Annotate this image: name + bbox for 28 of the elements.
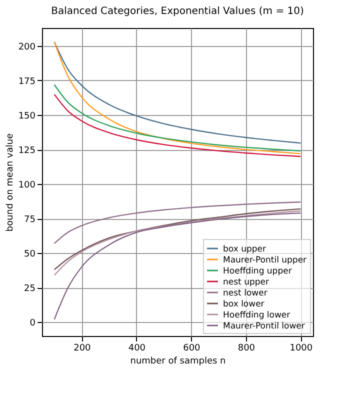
x-tick-label: 800: [238, 344, 256, 354]
line-series: [54, 201, 302, 244]
y-tick-label: 150: [18, 112, 36, 122]
x-axis-title: number of samples n: [130, 356, 226, 366]
legend-label: box lower: [223, 300, 265, 310]
line-series: [54, 94, 302, 158]
y-tick-label: 175: [18, 76, 36, 87]
legend-label: box upper: [223, 244, 266, 254]
y-tick-label: 50: [24, 250, 36, 260]
legend-label: Maurer-Pontil lower: [223, 322, 306, 332]
y-tick-label: 100: [18, 180, 36, 191]
y-axis-title: bound on mean value: [5, 132, 16, 232]
legend-label: nest upper: [223, 278, 270, 288]
x-tick-label: 400: [128, 344, 146, 354]
line-series: [54, 84, 302, 152]
x-tick-label: 1000: [290, 344, 313, 354]
y-tick-label: 25: [24, 284, 36, 294]
legend-label: Hoeffding lower: [223, 310, 291, 320]
y-tick-label: 0: [30, 318, 36, 329]
y-tick-label: 125: [18, 146, 36, 156]
y-tick-label: 200: [18, 42, 36, 52]
x-tick-label: 200: [74, 344, 92, 354]
legend-label: Maurer-Pontil upper: [223, 256, 308, 266]
legend-label: nest lower: [223, 288, 268, 298]
legend-label: Hoeffding upper: [223, 266, 292, 276]
chart-title: Balanced Categories, Exponential Values (m = 10): [51, 6, 304, 17]
x-tick-label: 600: [183, 344, 201, 354]
y-tick-label: 75: [24, 215, 36, 226]
